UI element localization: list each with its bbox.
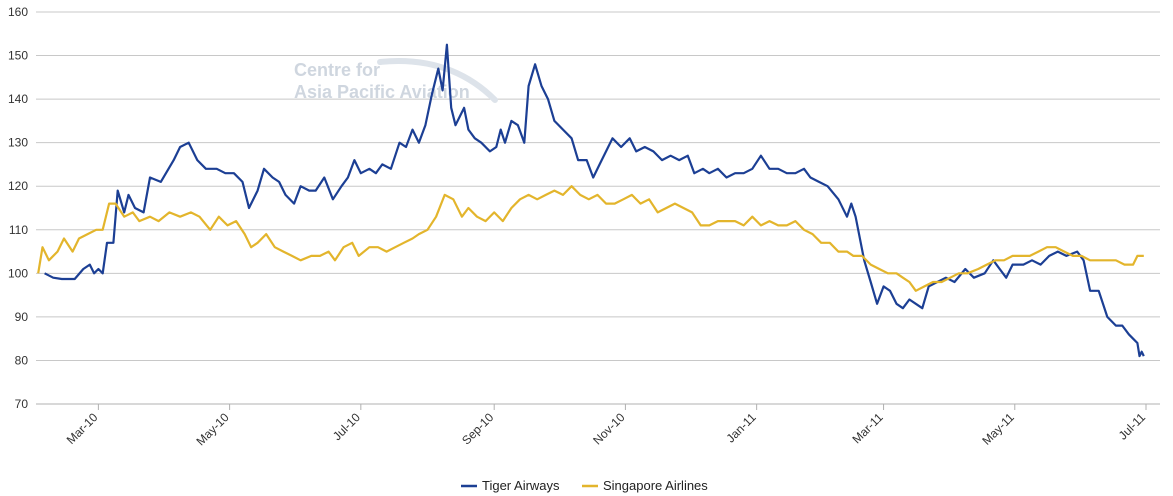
- y-tick-label-90: 90: [15, 310, 29, 324]
- series-line-tiger-airways: [44, 43, 1145, 358]
- x-tick-label-may-10: May-10: [194, 410, 232, 448]
- watermark-logo: Centre for Asia Pacific Aviation: [294, 58, 498, 103]
- y-tick-label-130: 130: [8, 136, 28, 150]
- x-tick-label-sep-10: Sep-10: [459, 410, 496, 447]
- y-tick-label-70: 70: [15, 397, 29, 411]
- x-tick-label-jan-11: Jan-11: [724, 410, 759, 445]
- y-tick-label-140: 140: [8, 92, 28, 106]
- series-lines: [37, 43, 1145, 358]
- watermark-line-1: Centre for: [294, 60, 380, 80]
- legend-label-tiger-airways: Tiger Airways: [482, 478, 560, 493]
- y-tick-label-120: 120: [8, 179, 28, 193]
- legend: Tiger Airways Singapore Airlines: [461, 478, 708, 493]
- y-tick-label-150: 150: [8, 49, 28, 63]
- y-tick-label-110: 110: [9, 223, 28, 237]
- x-tick-label-jul-10: Jul-10: [330, 410, 363, 443]
- x-tick-label-jul-11: Jul-11: [1116, 410, 1149, 443]
- y-axis-ticks: 70 80 90 100 110 120 130 140 150 160: [8, 5, 28, 411]
- x-tick-label-nov-10: Nov-10: [590, 410, 627, 447]
- y-tick-label-80: 80: [15, 353, 29, 367]
- x-tick-label-mar-10: Mar-10: [64, 410, 101, 447]
- y-tick-label-100: 100: [8, 266, 28, 280]
- x-axis-ticks: Mar-10 May-10 Jul-10 Sep-10 Nov-10 Jan-11 Mar-…: [64, 410, 1149, 448]
- legend-item-singapore-airlines[interactable]: Singapore Airlines: [582, 478, 708, 493]
- legend-label-singapore-airlines: Singapore Airlines: [603, 478, 708, 493]
- grid: [36, 11, 1160, 410]
- x-tick-label-mar-11: Mar-11: [850, 410, 886, 446]
- legend-item-tiger-airways[interactable]: Tiger Airways: [461, 478, 560, 493]
- y-tick-label-160: 160: [8, 5, 28, 19]
- watermark-line-2: Asia Pacific Aviation: [294, 82, 470, 102]
- x-tick-label-may-11: May-11: [979, 410, 1017, 448]
- series-line-singapore-airlines: [37, 185, 1144, 292]
